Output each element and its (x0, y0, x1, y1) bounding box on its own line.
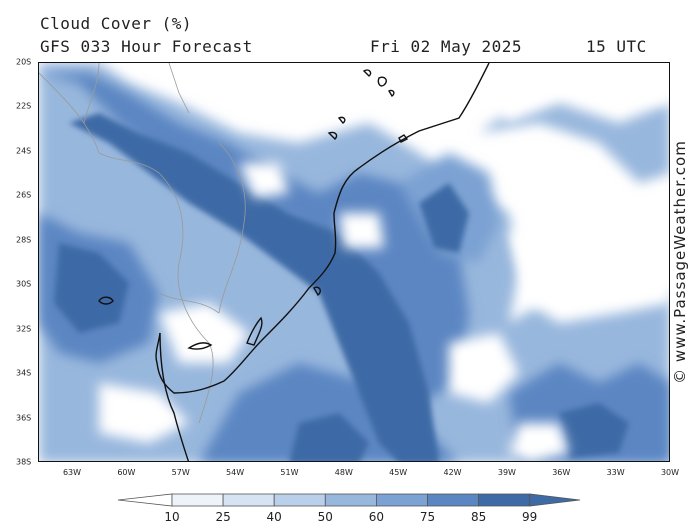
lon-label-36W: 36W (552, 468, 571, 477)
legend-value-85: 85 (470, 510, 487, 524)
legend-value-40: 40 (266, 510, 282, 524)
country-borders (39, 63, 246, 424)
legend-value-75: 75 (419, 510, 436, 524)
coastline (98, 63, 490, 461)
clear-patches (99, 63, 669, 461)
legend-swatch-4 (324, 493, 377, 507)
lat-label-26S: 26S (16, 190, 32, 200)
forecast-date: Fri 02 May 2025 (370, 37, 522, 56)
map-title: Cloud Cover (%) (40, 14, 192, 33)
legend-value-99: 99 (522, 510, 538, 524)
lat-label-32S: 32S (16, 324, 32, 334)
lon-label-54W: 54W (226, 468, 245, 477)
map-canvas (39, 63, 669, 461)
legend-value-25: 25 (215, 510, 231, 524)
legend-arrow-high (529, 493, 581, 507)
lon-label-42W: 42W (443, 468, 462, 477)
legend-swatch-2 (222, 493, 275, 507)
lon-label-30W: 30W (660, 468, 680, 477)
lon-label-57W: 57W (171, 468, 190, 477)
legend-arrow-low (117, 493, 173, 507)
lat-label-24S: 24S (16, 146, 32, 156)
lon-label-39W: 39W (497, 468, 516, 477)
legend-value-10: 10 (164, 510, 180, 524)
legend-value-60: 60 (368, 510, 385, 524)
legend-swatch-7 (478, 493, 531, 507)
legend-swatch-1 (171, 493, 224, 507)
lat-label-36S: 36S (16, 413, 32, 423)
forecast-time: 15 UTC (586, 37, 647, 56)
color-legend-bar (117, 493, 581, 507)
legend-swatch-5 (375, 493, 428, 507)
lat-label-22S: 22S (16, 101, 32, 111)
lon-label-60W: 60W (117, 468, 136, 477)
lon-label-45W: 45W (389, 468, 408, 477)
lat-label-28S: 28S (16, 235, 32, 245)
lon-label-33W: 33W (606, 468, 625, 477)
lat-label-34S: 34S (16, 368, 32, 378)
legend-swatch-6 (427, 493, 479, 507)
cloud-layer-dense (54, 113, 629, 461)
cloud-cover-map (38, 62, 670, 462)
lon-label-63W: 63W (62, 468, 82, 477)
legend-swatch-3 (273, 493, 326, 507)
lat-label-20S: 20S (16, 57, 32, 67)
lon-label-51W: 51W (280, 468, 299, 477)
lat-label-30S: 30S (16, 279, 32, 289)
forecast-label: GFS 033 Hour Forecast (40, 37, 253, 56)
lon-label-48W: 48W (334, 468, 353, 477)
legend-value-50: 50 (317, 510, 333, 524)
lat-label-38S: 38S (16, 457, 32, 467)
copyright-credit: © www.PassageWeather.com (671, 140, 689, 384)
